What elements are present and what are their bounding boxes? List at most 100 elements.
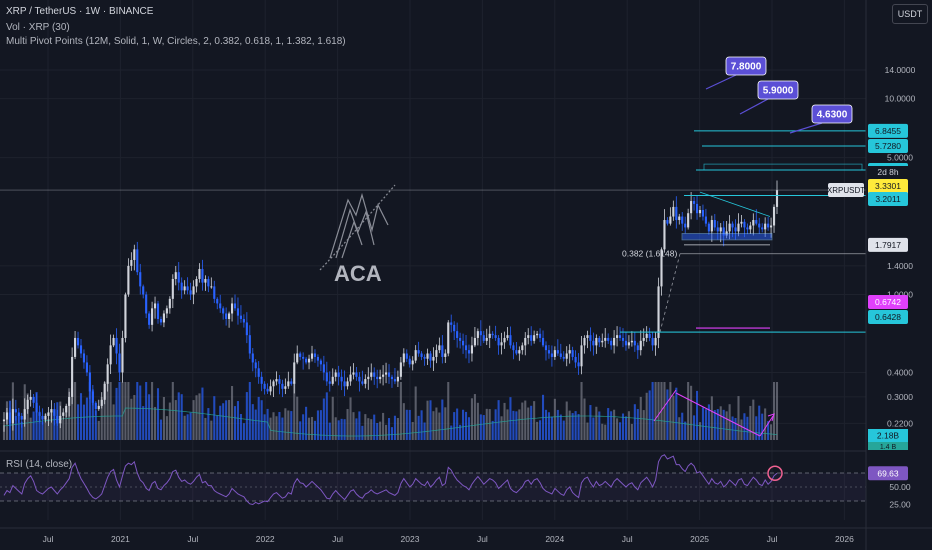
pivot-indicator-label[interactable]: Multi Pivot Points (12M, Solid, 1, W, Ci… [6,36,346,47]
price-label-box [868,123,908,138]
candle-body [775,190,779,207]
volume-bar [245,392,248,440]
candle-body [334,372,337,377]
rsi-pane [0,450,866,506]
candle-body [485,337,488,341]
candle-body [192,286,195,295]
price-label-box [868,139,908,154]
candle-body [106,364,109,384]
candle-body [384,372,388,375]
volume-bar [509,397,512,440]
candle-body [562,356,565,359]
volume-bar [302,414,305,440]
volume-bar [316,410,319,440]
candle-body [180,282,183,291]
volume-bar [737,396,740,440]
volume-bar [159,419,163,440]
candle-body [331,376,334,384]
divergence-line [675,392,761,437]
candle-body [527,335,530,338]
volume-bar [53,411,56,440]
volume-bar [20,421,23,440]
candle-body [210,286,213,288]
support-box [681,233,773,241]
price-label-box [868,310,908,324]
volume-bar [195,395,198,440]
candle-body [41,415,44,420]
volume-bar [598,411,601,440]
volume-bar [32,411,35,440]
volume-bar [308,417,311,440]
candle-body [556,350,559,354]
volume-bar [512,410,515,440]
candle-body [168,298,171,309]
volume-bar [346,409,349,440]
volume-bar [272,412,275,440]
candle-body [687,213,690,228]
candle-body [53,409,56,416]
volume-bar [432,411,435,440]
price-label-box [868,295,908,309]
volume-bar [595,406,598,440]
volume-bar [239,414,242,440]
candle-body [405,353,408,359]
volume-bar [533,401,536,440]
volume-bar [127,382,130,440]
volume-bar [544,409,548,440]
volume-bar [145,382,148,440]
candle-body [94,402,97,410]
candle-body [461,340,465,346]
candle-body [767,223,770,228]
volume-bar [109,382,112,440]
volume-bar [331,396,334,440]
volume-bar [604,424,607,440]
candle-body [719,227,722,232]
target-box [811,104,853,124]
volume-bar [266,408,269,440]
countdown-text: 2d 8h [877,167,899,177]
volume-bar [695,390,699,440]
divergence-line [653,389,677,422]
candle-body [2,419,6,422]
candle-body [230,303,234,314]
candle-body [183,286,186,291]
volume-bar [124,382,127,440]
volume-label-box [868,429,908,442]
candle-body [242,318,245,323]
volume-bar [654,382,657,440]
volume-bar [577,414,580,440]
volume-bar [216,415,219,440]
volume-bar [746,416,749,440]
volume-indicator-label[interactable]: Vol · XRP (30) [6,22,70,33]
volume-bar [296,396,299,440]
candle-body [752,220,755,226]
volume-bar [515,411,518,440]
candle-body [704,216,707,224]
volume-bar [473,394,476,440]
volume-bar [621,413,625,440]
volume-bar [580,382,583,440]
candle-body [645,333,648,338]
time-tick: 2023 [401,534,420,544]
volume-bar [305,406,308,440]
volume-bar [773,382,776,440]
volume-bar [636,409,639,440]
volume-ma-label-text: 1.4 B [880,444,897,451]
candle-body [26,399,29,410]
candle-body [651,337,654,346]
candle-body [393,379,397,382]
volume-bar [355,418,358,440]
candle-body [547,350,551,354]
rsi-indicator-label[interactable]: RSI (14, close) [6,459,73,470]
candle-body [577,362,580,367]
volume-bar [684,421,687,440]
currency-button[interactable]: USDT [892,4,928,24]
volume-bar [574,411,577,440]
volume-bar [97,420,100,440]
volume-bar [411,422,414,440]
volume-bar [130,398,133,440]
candle-body [772,206,776,226]
candle-body [151,308,154,325]
